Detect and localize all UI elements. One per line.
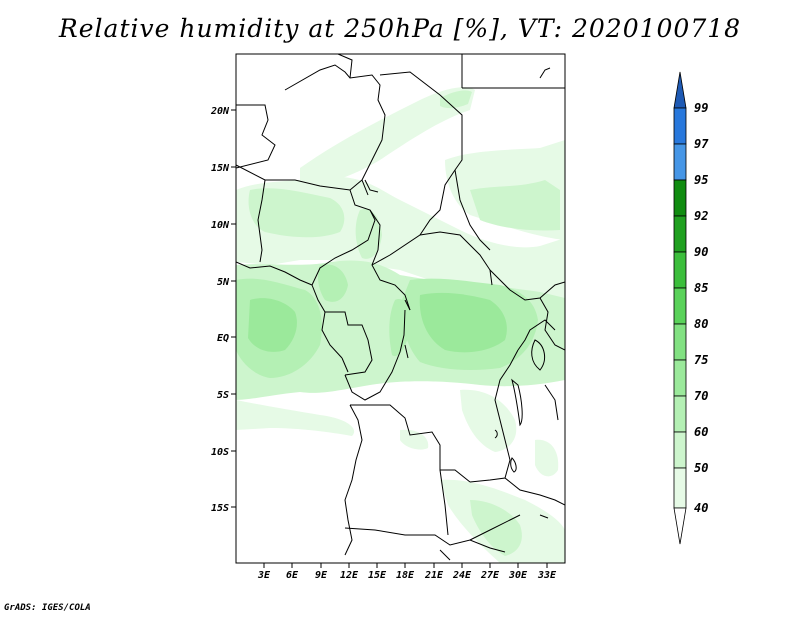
- colorbar-swatch: [673, 323, 687, 361]
- humidity-shading: [236, 87, 565, 563]
- lon-label: 18E: [396, 570, 415, 581]
- lat-label: 10S: [211, 447, 229, 458]
- colorbar-swatch: [673, 359, 687, 397]
- colorbar-label: 80: [694, 317, 708, 331]
- lon-label: 21E: [424, 570, 444, 581]
- colorbar-swatch: [673, 107, 687, 145]
- lon-label: 24E: [452, 570, 472, 581]
- colorbar: [673, 71, 687, 545]
- lat-label: 15S: [211, 503, 229, 514]
- colorbar-top-arrow: [673, 71, 687, 109]
- colorbar-label: 50: [694, 461, 708, 475]
- colorbar-swatch: [673, 143, 687, 181]
- colorbar-label: 92: [694, 209, 708, 223]
- colorbar-label: 85: [694, 281, 708, 295]
- lon-label: 30E: [508, 570, 528, 581]
- lat-label: 5S: [217, 390, 229, 401]
- colorbar-label: 90: [694, 245, 708, 259]
- colorbar-swatch: [673, 287, 687, 325]
- colorbar-swatch: [673, 179, 687, 217]
- map-title: Relative humidity at 250hPa [%], VT: 202…: [58, 14, 742, 43]
- colorbar-label: 99: [694, 101, 708, 115]
- lat-label: 20N: [210, 106, 230, 117]
- lon-label: 12E: [340, 570, 359, 581]
- colorbar-bottom-arrow: [673, 507, 687, 545]
- lat-label: EQ: [217, 333, 229, 344]
- lon-label: 9E: [315, 570, 328, 581]
- colorbar-label: 70: [694, 389, 708, 403]
- colorbar-swatch: [673, 215, 687, 253]
- lon-label: 33E: [537, 570, 557, 581]
- lon-label: 6E: [286, 570, 299, 581]
- lon-label: 15E: [368, 570, 387, 581]
- lat-label: 5N: [217, 277, 230, 288]
- lat-label: 15N: [211, 163, 230, 174]
- colorbar-swatch: [673, 251, 687, 289]
- colorbar-swatch: [673, 467, 687, 509]
- lat-label: 10N: [211, 220, 230, 231]
- lon-label: 27E: [480, 570, 500, 581]
- country-boundaries: [236, 54, 565, 561]
- lon-label: 3E: [257, 570, 271, 581]
- colorbar-swatch: [673, 395, 687, 433]
- colorbar-label: 60: [694, 425, 708, 439]
- grads-credit: GrADS: IGES/COLA: [4, 603, 91, 613]
- map-frame: [235, 53, 566, 564]
- colorbar-swatch: [673, 431, 687, 469]
- axis-ticks: [231, 109, 548, 568]
- colorbar-label: 97: [694, 137, 709, 151]
- colorbar-label: 95: [694, 173, 708, 187]
- colorbar-label: 75: [694, 353, 708, 367]
- colorbar-label: 40: [694, 501, 708, 515]
